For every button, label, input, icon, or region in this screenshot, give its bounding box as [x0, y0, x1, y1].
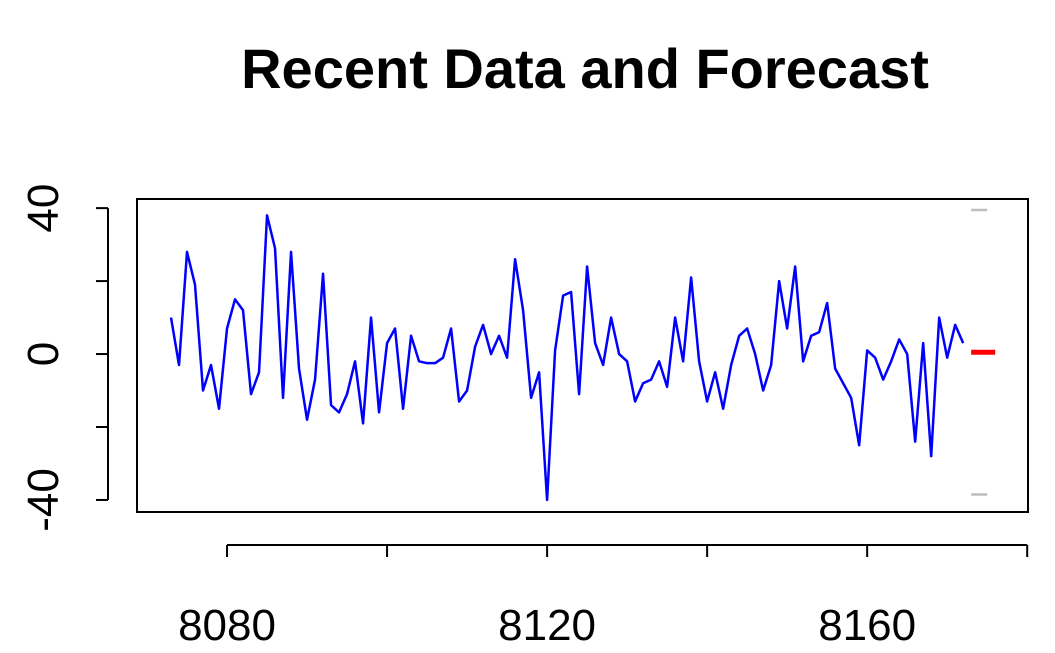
y-tick-label: -40 [19, 468, 68, 532]
plot-frame [136, 198, 1029, 513]
x-tick-label: 8080 [178, 601, 276, 650]
x-tick-label: 8160 [818, 601, 916, 650]
x-tick-label: 8120 [498, 601, 596, 650]
y-tick-label: 40 [19, 184, 68, 233]
y-tick-label: 0 [19, 342, 68, 366]
series-line [169, 214, 965, 502]
chart-title: Recent Data and Forecast [241, 37, 929, 100]
